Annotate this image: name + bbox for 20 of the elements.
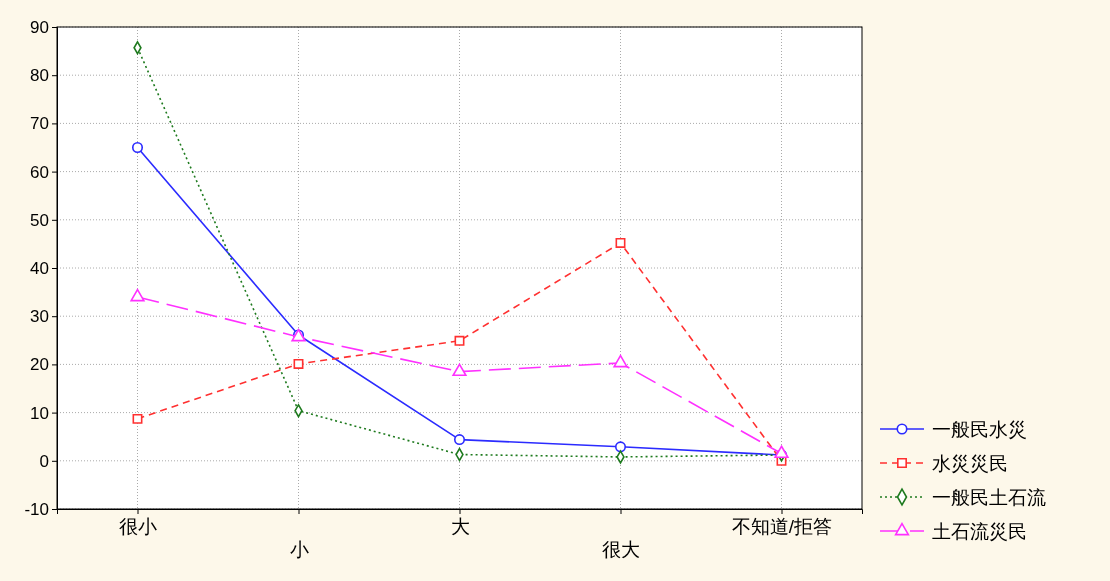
y-tick-label: 30 [30, 307, 49, 327]
y-tick-label: 90 [30, 17, 49, 37]
y-tick-label: 0 [39, 451, 49, 471]
legend-label: 土石流災民 [932, 519, 1027, 542]
y-tick-label: 60 [30, 162, 49, 182]
y-tick-label: -10 [24, 499, 49, 519]
legend-label: 一般民土石流 [932, 485, 1046, 508]
y-tick-label: 50 [30, 210, 49, 230]
y-tick-label: 20 [30, 355, 49, 375]
y-tick-label: 10 [30, 403, 49, 423]
y-tick-label: 70 [30, 114, 49, 134]
y-tick-label: 80 [30, 66, 49, 86]
x-tick-label: 不知道/拒答 [731, 516, 833, 538]
legend-label: 水災災民 [932, 451, 1008, 474]
legend-label: 一般民水災 [932, 417, 1027, 440]
y-tick-label: 40 [30, 258, 49, 278]
x-tick-label: 小 [289, 538, 309, 560]
x-tick-label: 大 [450, 516, 470, 538]
x-tick-label: 很大 [602, 538, 640, 560]
x-tick-label: 很小 [119, 516, 157, 538]
